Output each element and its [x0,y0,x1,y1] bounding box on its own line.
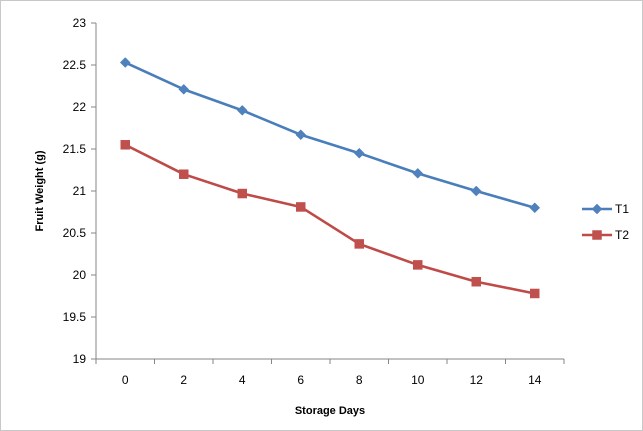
data-point-t1 [295,129,307,141]
data-point-t2 [296,202,306,212]
y-tick-label: 22 [73,100,87,114]
data-point-t1 [529,202,541,214]
data-point-t1 [119,57,131,68]
y-tick-label: 19.5 [63,310,87,324]
legend-label: T2 [615,228,629,242]
legend-item-t2: T2 [582,228,629,242]
data-point-t2 [413,260,423,270]
y-tick-label: 21.5 [63,142,87,156]
y-axis-title: Fruit Weight (g) [34,150,46,231]
series-layer [119,57,541,299]
y-axis-ticks: 19 19.5 20 20.5 21 21.5 22 22.5 23 [63,16,96,366]
series-line-t1 [124,61,536,210]
legend-item-t1: T1 [582,202,629,216]
y-tick-label: 20 [73,268,87,282]
data-point-t2 [179,169,189,179]
y-tick-label: 19 [73,352,87,366]
x-tick-label: 12 [470,373,484,387]
x-tick-label: 8 [356,373,363,387]
data-point-t2 [530,288,540,299]
y-tick-label: 20.5 [63,226,87,240]
x-axis-title: Storage Days [295,405,365,417]
y-tick-label: 21 [73,184,87,198]
x-tick-label: 6 [297,373,304,387]
data-point-t2 [120,140,130,150]
legend-label: T1 [615,202,629,216]
x-tick-label: 4 [239,373,246,387]
x-tick-label: 14 [528,373,542,387]
x-tick-label: 2 [180,373,187,387]
data-point-t1 [236,105,248,116]
x-tick-label: 10 [411,373,425,387]
series-t1 [119,57,541,214]
y-tick-label: 23 [73,16,87,30]
x-axis-ticks: 0 2 4 6 8 10 12 14 [95,359,565,387]
y-tick-label: 22.5 [63,58,87,72]
data-point-t2 [354,239,364,249]
x-tick-label: 0 [122,373,129,387]
series-line-t2 [124,143,536,295]
data-point-t1 [470,185,482,197]
data-point-t2 [237,188,247,199]
legend: T1 T2 [582,202,629,242]
legend-marker [591,203,603,215]
legend-marker [592,230,602,240]
data-point-t1 [353,147,365,159]
data-point-t2 [471,276,481,287]
axes [95,23,564,360]
data-point-t1 [178,84,190,95]
series-t2 [120,140,540,299]
data-point-t1 [412,168,424,179]
